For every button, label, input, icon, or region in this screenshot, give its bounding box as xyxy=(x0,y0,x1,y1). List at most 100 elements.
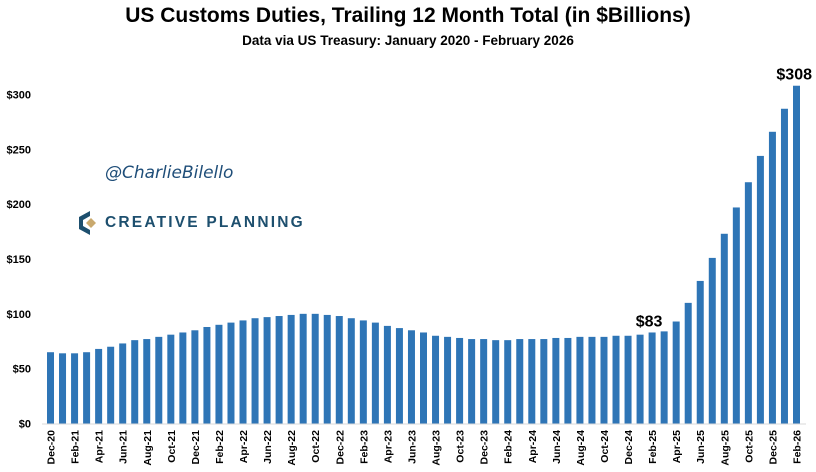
bar-Jul-24 xyxy=(564,337,572,424)
bar-Aug-23 xyxy=(432,335,440,424)
bar-Sep-24 xyxy=(588,336,596,424)
bar-Dec-23 xyxy=(480,339,488,424)
bar-Jan-24 xyxy=(492,340,500,424)
bar-May-21 xyxy=(107,346,115,424)
creative-planning-logo-icon xyxy=(79,211,96,235)
bar-Feb-26 xyxy=(793,85,800,424)
bar-Sep-25 xyxy=(732,207,740,424)
y-tick-label: $0 xyxy=(19,419,31,431)
bar-Apr-21 xyxy=(95,348,103,424)
x-tick-label: Apr-22 xyxy=(238,430,250,463)
bar-Apr-23 xyxy=(383,325,391,424)
x-tick-label: Apr-23 xyxy=(382,430,394,463)
bar-Sep-21 xyxy=(155,336,163,424)
x-tick-label: Feb-23 xyxy=(358,430,370,464)
bar-Nov-24 xyxy=(612,335,620,424)
bar-Jan-22 xyxy=(203,326,211,424)
bar-Jan-23 xyxy=(347,318,355,424)
y-axis: $0 $50 $100 $150 $200 $250 $300 xyxy=(7,90,31,431)
bar-Mar-25 xyxy=(660,331,668,424)
x-tick-label: Jun-23 xyxy=(406,430,418,464)
bar-Oct-24 xyxy=(600,336,608,424)
bar-May-22 xyxy=(251,318,259,424)
bar-Jun-22 xyxy=(263,317,271,424)
bar-Dec-21 xyxy=(191,330,199,424)
x-tick-label: Jun-24 xyxy=(551,430,563,464)
bar-Jul-25 xyxy=(708,257,716,424)
y-tick-label: $50 xyxy=(13,364,31,376)
bar-Nov-23 xyxy=(468,339,476,424)
bar-Jun-21 xyxy=(119,343,127,424)
bar-Jul-22 xyxy=(275,316,283,424)
x-tick-label: Oct-23 xyxy=(455,430,467,463)
x-tick-label: Dec-22 xyxy=(334,430,346,465)
x-tick-label: Dec-20 xyxy=(46,430,58,465)
y-tick-label: $100 xyxy=(7,309,31,321)
bar-Dec-25 xyxy=(768,131,776,424)
bar-Mar-24 xyxy=(516,339,524,424)
bar-Nov-21 xyxy=(179,332,187,424)
x-tick-label: Feb-21 xyxy=(70,430,82,464)
logo-text: CREATIVE PLANNING xyxy=(105,214,305,231)
x-tick-label: Jun-22 xyxy=(262,430,274,464)
x-tick-label: Apr-21 xyxy=(94,430,106,463)
bar-Oct-25 xyxy=(744,182,752,424)
x-tick-label: Feb-26 xyxy=(792,430,804,464)
data-label-Feb-25: $83 xyxy=(636,313,663,330)
annotations: $83 $308 xyxy=(636,67,812,331)
bar-Feb-22 xyxy=(215,324,223,424)
bar-Jun-23 xyxy=(407,330,415,424)
bar-Mar-23 xyxy=(371,322,379,424)
x-tick-label: Oct-25 xyxy=(743,430,755,463)
bar-Mar-21 xyxy=(83,352,91,424)
bar-Sep-22 xyxy=(299,313,307,424)
x-tick-label: Aug-23 xyxy=(431,430,443,466)
bar-Feb-25 xyxy=(648,332,656,424)
bar-May-23 xyxy=(395,328,403,424)
bar-May-25 xyxy=(684,302,692,424)
x-tick-label: Feb-22 xyxy=(214,430,226,464)
x-tick-label: Apr-25 xyxy=(671,430,683,463)
bar-Jul-21 xyxy=(131,340,139,424)
bar-Oct-22 xyxy=(311,313,319,424)
bar-Nov-22 xyxy=(323,314,331,424)
x-tick-label: Aug-24 xyxy=(575,430,587,466)
x-tick-label: Feb-25 xyxy=(647,430,659,464)
bar-Dec-22 xyxy=(335,316,343,424)
bar-Feb-23 xyxy=(359,320,367,424)
x-tick-label: Aug-22 xyxy=(286,430,298,466)
y-tick-label: $200 xyxy=(7,199,31,211)
bar-Dec-20 xyxy=(47,352,54,424)
bar-May-24 xyxy=(540,339,548,424)
bar-Sep-23 xyxy=(444,336,452,424)
x-tick-label: Oct-24 xyxy=(599,430,611,463)
y-tick-label: $150 xyxy=(7,254,31,266)
creative-planning-logo: CREATIVE PLANNING xyxy=(77,210,305,236)
bars xyxy=(47,85,800,424)
x-tick-label: Jun-25 xyxy=(695,430,707,464)
bar-Feb-21 xyxy=(71,353,79,424)
bar-Nov-25 xyxy=(756,155,764,424)
x-tick-label: Oct-22 xyxy=(310,430,322,463)
bar-Apr-25 xyxy=(672,321,680,424)
x-tick-label: Dec-23 xyxy=(479,430,491,465)
chart-title: US Customs Duties, Trailing 12 Month Tot… xyxy=(125,4,691,27)
x-tick-label: Apr-24 xyxy=(527,430,539,463)
bar-Aug-22 xyxy=(287,314,295,424)
bar-Oct-23 xyxy=(456,337,464,424)
x-tick-label: Dec-25 xyxy=(767,430,779,465)
bar-Jun-25 xyxy=(696,280,704,424)
x-tick-label: Aug-21 xyxy=(142,430,154,466)
x-tick-label: Aug-25 xyxy=(719,430,731,466)
y-tick-label: $300 xyxy=(7,90,31,102)
bar-Aug-24 xyxy=(576,336,584,424)
data-label-Feb-26: $308 xyxy=(776,67,812,84)
bar-Jan-25 xyxy=(636,334,644,424)
x-tick-label: Dec-21 xyxy=(190,430,202,465)
bar-Jul-23 xyxy=(420,332,427,424)
x-tick-label: Oct-21 xyxy=(166,430,178,463)
bar-Aug-21 xyxy=(143,339,151,424)
twitter-handle: @CharlieBilello xyxy=(105,163,234,183)
x-axis: Dec-20 Feb-21 Apr-21 Jun-21 Aug-21 Oct-21 Dec-… xyxy=(46,430,804,466)
